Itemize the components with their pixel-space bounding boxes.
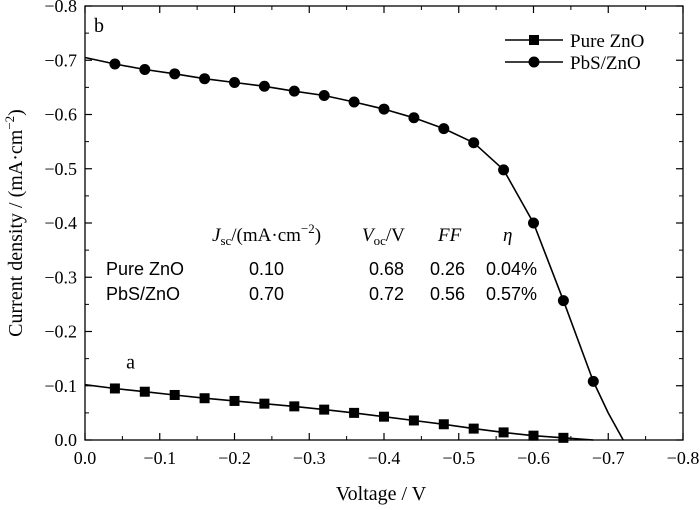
parameter-table: Jsc/(mA·cm−2) Voc/V FF η Pure ZnO 0.10 0… <box>106 221 537 304</box>
data-point-pure-zno <box>319 404 330 415</box>
data-point-pbs-zno <box>498 164 510 176</box>
legend-label-pbs-zno: PbS/ZnO <box>570 53 641 74</box>
data-point-pbs-zno <box>438 123 450 135</box>
table-row-label-pure-zno: Pure ZnO <box>106 259 184 279</box>
data-point-pure-zno <box>408 415 419 426</box>
data-point-pbs-zno <box>348 96 360 108</box>
data-point-pure-zno <box>109 383 120 394</box>
table-header-voc: Voc/V <box>362 225 405 248</box>
curves <box>84 56 624 441</box>
x-tick-label: −0.1 <box>143 448 176 468</box>
table-cell: 0.04% <box>486 259 537 279</box>
data-point-pbs-zno <box>288 85 300 97</box>
data-point-pure-zno <box>259 398 270 409</box>
data-point-pure-zno <box>528 430 539 441</box>
y-axis-title: Current density / (mA·cm−2) <box>2 109 27 337</box>
y-tick-label: −0.6 <box>44 105 77 125</box>
markers <box>109 58 599 443</box>
y-tick-label: −0.4 <box>44 213 77 233</box>
data-point-pure-zno <box>289 401 300 412</box>
y-tick-label: 0.0 <box>55 430 78 450</box>
axes: 0.0 −0.1 −0.2 −0.3 −0.4 −0.5 −0.6 −0.7 −0.8 0.0 −0… <box>44 0 699 468</box>
y-tick-label: −0.7 <box>44 50 77 70</box>
data-point-pure-zno <box>558 432 569 443</box>
x-axis-title: Voltage / V <box>336 483 427 505</box>
data-point-pure-zno <box>379 411 389 422</box>
x-tick-label: −0.2 <box>218 448 251 468</box>
data-point-pbs-zno <box>557 295 569 307</box>
x-tick-label: 0.0 <box>74 448 97 468</box>
y-tick-label: −0.2 <box>44 322 77 342</box>
table-cell: 0.56 <box>430 284 465 304</box>
series-line-pbs-zno <box>84 56 624 441</box>
data-point-pbs-zno <box>528 217 539 229</box>
data-point-pure-zno <box>468 423 479 434</box>
data-point-pure-zno <box>438 419 449 430</box>
table-header-jsc: Jsc/(mA·cm−2) <box>212 221 321 248</box>
data-point-pure-zno <box>498 427 509 438</box>
table-cell: 0.70 <box>249 284 284 304</box>
curve-label-a: a <box>126 351 135 373</box>
x-tick-label: −0.5 <box>442 448 475 468</box>
data-point-pbs-zno <box>587 375 599 387</box>
data-point-pbs-zno <box>109 58 121 70</box>
data-point-pbs-zno <box>169 68 181 80</box>
x-tick-label: −0.7 <box>592 448 625 468</box>
data-point-pure-zno <box>349 407 360 418</box>
data-point-pbs-zno <box>229 76 240 88</box>
x-tick-label: −0.6 <box>517 448 550 468</box>
data-point-pbs-zno <box>199 73 211 85</box>
data-point-pbs-zno <box>408 112 420 124</box>
table-cell: 0.26 <box>430 259 465 279</box>
data-point-pbs-zno <box>378 103 390 115</box>
series-line-pure-zno <box>84 383 594 441</box>
data-point-pbs-zno <box>258 80 270 92</box>
table-cell: 0.10 <box>249 259 284 279</box>
y-tick-label: −0.8 <box>44 0 77 16</box>
data-point-pure-zno <box>169 389 180 400</box>
curve-label-b: b <box>94 15 104 37</box>
legend-label-pure-zno: Pure ZnO <box>570 31 644 52</box>
table-cell: 0.72 <box>369 284 404 304</box>
x-tick-label: −0.4 <box>368 448 401 468</box>
x-tick-label: −0.3 <box>293 448 326 468</box>
data-point-pure-zno <box>199 393 210 404</box>
data-point-pure-zno <box>139 386 150 397</box>
y-tick-label: −0.1 <box>44 376 77 396</box>
x-tick-label: −0.8 <box>667 448 700 468</box>
table-header-ff: FF <box>437 225 462 246</box>
legend-marker-pure-zno <box>529 35 539 45</box>
data-point-pure-zno <box>229 395 240 406</box>
table-cell: 0.68 <box>369 259 404 279</box>
legend-marker-pbs-zno <box>528 56 540 68</box>
table-row-label-pbs-zno: PbS/ZnO <box>106 284 180 304</box>
table-header-eta: η <box>503 225 512 246</box>
y-tick-label: −0.5 <box>44 159 77 179</box>
data-point-pbs-zno <box>468 137 480 149</box>
table-cell: 0.57% <box>486 284 537 304</box>
data-point-pbs-zno <box>318 90 330 102</box>
y-tick-label: −0.3 <box>44 267 77 287</box>
data-point-pbs-zno <box>139 63 151 75</box>
legend: Pure ZnO PbS/ZnO <box>505 31 644 74</box>
